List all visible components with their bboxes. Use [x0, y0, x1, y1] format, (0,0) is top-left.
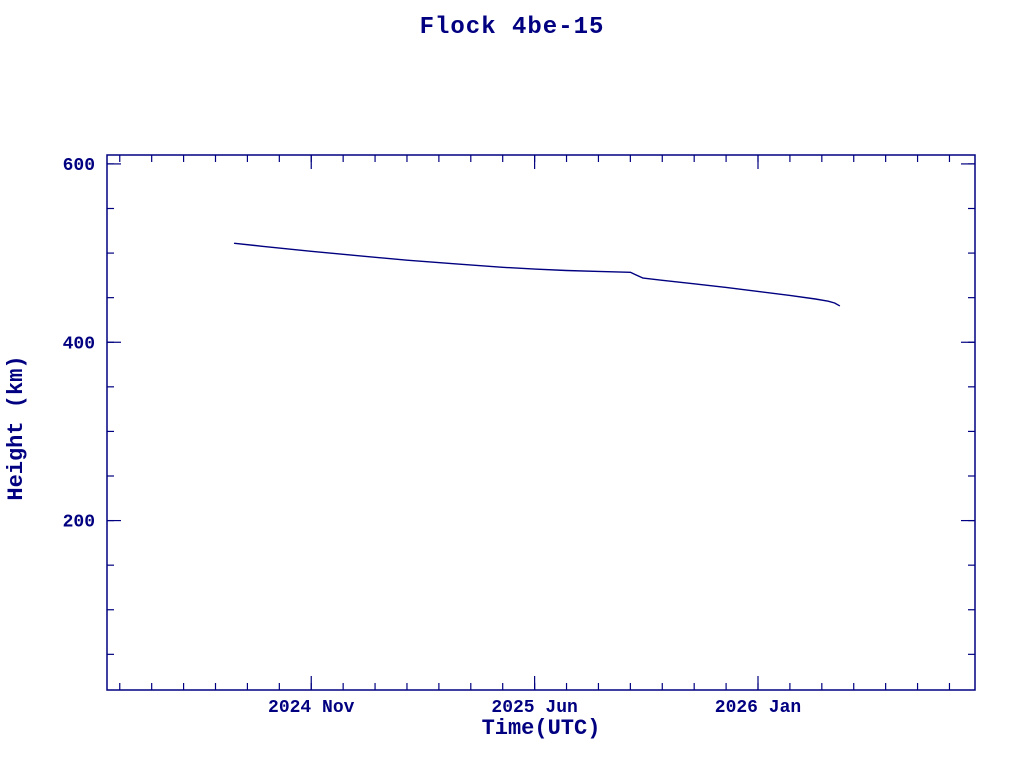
- chart-title: Flock 4be-15: [419, 14, 605, 41]
- x-tick-label: 2024 Nov: [268, 698, 355, 718]
- y-tick-label: 200: [63, 513, 95, 533]
- height-decay-line: [233, 242, 841, 307]
- axes-box: [106, 154, 976, 691]
- y-tick-label: 400: [63, 334, 95, 354]
- y-tick-label: 600: [63, 156, 95, 176]
- x-tick-label: 2026 Jan: [715, 698, 801, 718]
- x-axis-title: Time(UTC): [481, 716, 601, 741]
- x-tick-label: 2025 Jun: [491, 698, 577, 718]
